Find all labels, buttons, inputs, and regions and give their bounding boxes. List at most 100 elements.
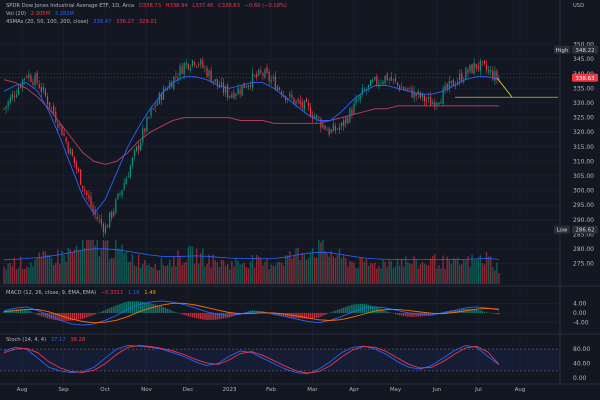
volume-bar xyxy=(104,241,107,284)
y-tick-label: 290.00 xyxy=(573,217,594,224)
candle-body xyxy=(9,97,11,104)
grid xyxy=(0,0,600,385)
candle-body xyxy=(448,80,450,90)
macd-histogram-bar xyxy=(21,309,24,313)
volume-bar xyxy=(479,255,482,284)
candle-body xyxy=(104,225,107,234)
stoch-legend[interactable]: Stoch (14, 4, 4) 37.17 38.28 xyxy=(6,337,88,343)
volume-bar xyxy=(44,251,47,284)
macd-histogram-bar xyxy=(338,309,341,313)
x-tick-label: May xyxy=(390,387,402,393)
macd-legend[interactable]: MACD (12, 26, close, 9, EMA, EMA) −0.331… xyxy=(6,290,159,296)
macd-histogram-bar xyxy=(467,308,469,313)
volume-bar xyxy=(195,248,198,284)
candle-body xyxy=(36,73,38,83)
macd-histogram-bar xyxy=(3,311,5,313)
candle-body xyxy=(204,67,206,69)
volume-bar xyxy=(492,267,494,284)
candle-body xyxy=(264,69,266,78)
candle-body xyxy=(150,108,152,117)
macd-histogram-bar xyxy=(28,310,30,313)
axis-labels: Aug Sep Oct Nov Dec 2023 Feb Mar Apr May Jun Jul Aug… xyxy=(17,42,595,393)
candle-body xyxy=(34,74,36,86)
candle-body xyxy=(351,109,353,115)
candle-body xyxy=(314,116,316,119)
candle-body xyxy=(239,89,241,94)
volume-bar xyxy=(3,266,5,284)
candle-body xyxy=(477,66,479,69)
candle-body xyxy=(46,96,49,104)
macd-histogram-bar xyxy=(485,312,488,313)
change-value: −0.60 (−0.18%) xyxy=(244,3,287,9)
candle-body xyxy=(388,79,390,80)
macd-histogram-bar xyxy=(400,313,403,316)
candle-body xyxy=(162,87,165,100)
volume-bar xyxy=(50,258,53,284)
volume-bar xyxy=(363,261,366,284)
macd-histogram-bar xyxy=(374,306,376,313)
candle-body xyxy=(135,146,138,151)
volume-bar xyxy=(371,263,374,284)
volume-bar xyxy=(139,267,142,284)
volume-bar xyxy=(106,240,109,284)
candle-body xyxy=(100,219,102,224)
candle-body xyxy=(413,90,415,98)
candle-body xyxy=(51,107,53,108)
candle-body xyxy=(187,63,189,70)
volume-bar xyxy=(301,252,303,284)
candle-body xyxy=(411,88,413,98)
volume-bar xyxy=(347,266,349,284)
volume-bar xyxy=(183,262,185,284)
stoch-k-line xyxy=(3,345,500,375)
volume-bar xyxy=(7,263,9,284)
volume-bar xyxy=(224,265,227,284)
chart-header: SPDR Dow Jones Industrial Average ETF, 1… xyxy=(6,3,290,9)
macd-histogram-bar xyxy=(309,313,312,319)
volume-bar xyxy=(17,267,20,284)
macd-histogram-bar xyxy=(158,305,161,313)
candle-body xyxy=(266,67,268,73)
volume-legend[interactable]: Vol (20) 2.305M 3.282M xyxy=(6,11,77,17)
volume-bar xyxy=(63,254,65,284)
macd-histogram-bar xyxy=(75,313,78,320)
macd-histogram-bar xyxy=(282,313,285,317)
candle-body xyxy=(427,96,430,99)
volume-bar xyxy=(320,242,322,284)
candle-body xyxy=(415,92,417,96)
macd-histogram-bar xyxy=(125,301,127,313)
volume-bar xyxy=(144,259,146,284)
volume-bar xyxy=(367,265,370,284)
ma-legend[interactable]: 4SMAs (20, 50, 100, 200, close) 338.47 3… xyxy=(6,19,160,25)
volume-bar xyxy=(200,253,202,284)
y-tick-label: 350.00 xyxy=(573,42,594,49)
candle-body xyxy=(7,101,9,107)
macd-histogram-bar xyxy=(276,313,279,316)
macd-histogram-bar xyxy=(113,306,115,313)
volume-bar xyxy=(84,248,86,284)
volume-bar xyxy=(345,258,347,284)
candle-body xyxy=(146,117,148,132)
y-tick-label: 310.00 xyxy=(573,158,594,165)
candle-body xyxy=(237,87,239,95)
candle-body xyxy=(59,123,61,126)
candle-body xyxy=(256,74,258,77)
volume-bar xyxy=(206,263,208,284)
macd-histogram-bar xyxy=(454,309,457,313)
volume-bar xyxy=(245,267,248,284)
volume-bar xyxy=(214,260,216,284)
indicator-lines xyxy=(0,76,560,375)
candle-body xyxy=(382,82,384,85)
volume-bar xyxy=(158,270,161,284)
volume-bar xyxy=(355,267,357,284)
candle-body xyxy=(17,87,20,95)
volume-bar xyxy=(197,263,200,284)
low-tag-label: Low xyxy=(557,228,568,234)
volume-bar xyxy=(444,269,446,284)
candle-body xyxy=(179,65,181,77)
macd-histogram-bar xyxy=(411,313,413,317)
volume-bar xyxy=(336,254,339,284)
macd-histogram-bar xyxy=(498,313,500,315)
candle-body xyxy=(479,60,481,71)
macd-histogram-bar xyxy=(351,304,353,313)
